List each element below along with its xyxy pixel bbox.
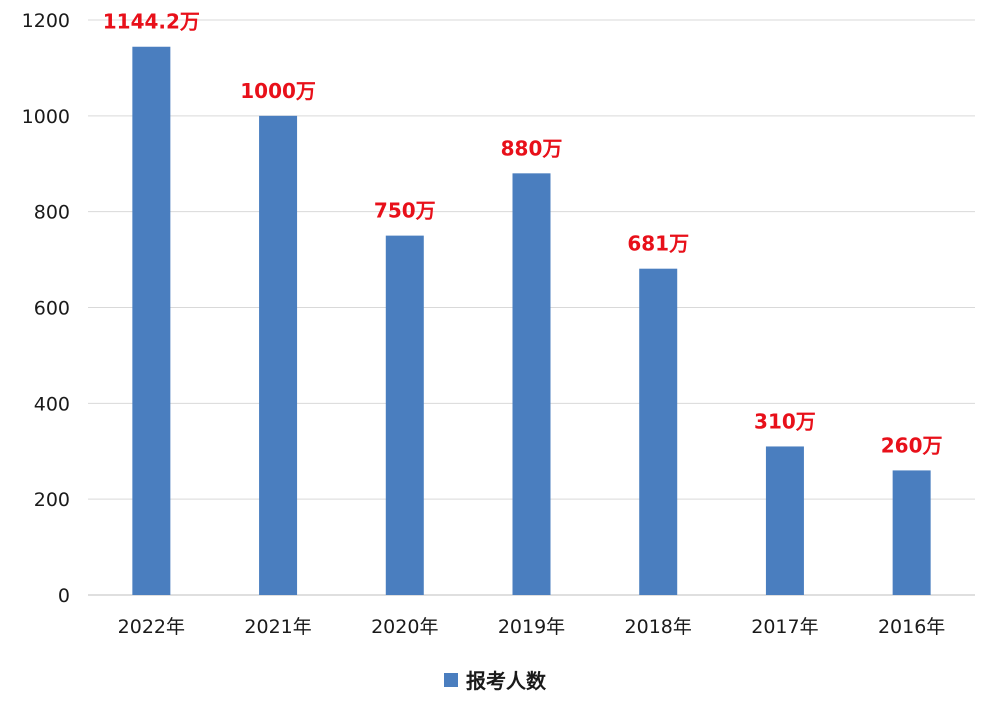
- y-tick-label: 400: [34, 393, 70, 415]
- bar: [132, 46, 171, 596]
- x-category-label: 2019年: [498, 616, 565, 638]
- data-label: 1000万: [240, 79, 316, 103]
- y-tick-label: 200: [34, 489, 70, 511]
- x-category-label: 2017年: [751, 616, 818, 638]
- x-axis-categories: 2022年 2021年 2020年 2019年 2018年 2017年 2016年: [118, 616, 946, 638]
- data-label: 310万: [754, 409, 816, 433]
- legend-swatch: [444, 673, 458, 687]
- data-label: 681万: [627, 232, 689, 256]
- y-tick-label: 1200: [22, 10, 70, 32]
- legend: 报考人数: [444, 669, 547, 693]
- y-tick-label: 1000: [22, 106, 70, 128]
- bar: [765, 446, 804, 595]
- x-category-label: 2018年: [625, 616, 692, 638]
- y-tick-label: 800: [34, 202, 70, 224]
- y-tick-label: 0: [58, 585, 70, 607]
- data-labels: 1144.2万 1000万 750万 880万 681万 310万 260万: [103, 10, 943, 458]
- y-tick-label: 600: [34, 298, 70, 320]
- bars: [132, 46, 931, 596]
- data-label: 880万: [501, 136, 563, 160]
- bar: [385, 235, 424, 595]
- y-axis-ticks: 0 200 400 600 800 1000 1200: [22, 10, 70, 607]
- bar: [639, 268, 678, 595]
- data-label: 750万: [374, 199, 436, 223]
- bar: [259, 115, 298, 595]
- x-category-label: 2016年: [878, 616, 945, 638]
- x-category-label: 2021年: [244, 616, 311, 638]
- x-category-label: 2022年: [118, 616, 185, 638]
- data-label: 1144.2万: [103, 10, 200, 34]
- bar: [512, 173, 551, 596]
- legend-label: 报考人数: [466, 669, 547, 693]
- bar: [892, 470, 931, 595]
- x-category-label: 2020年: [371, 616, 438, 638]
- data-label: 260万: [881, 433, 943, 457]
